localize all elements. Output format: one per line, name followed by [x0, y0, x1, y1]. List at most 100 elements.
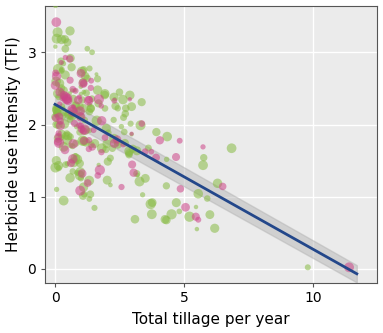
Point	[77, 114, 83, 119]
Point	[52, 70, 59, 76]
Point	[72, 153, 79, 158]
Point	[89, 144, 95, 150]
Point	[53, 79, 59, 84]
Point	[56, 114, 62, 119]
Point	[83, 90, 89, 96]
Point	[121, 115, 127, 120]
Point	[153, 130, 159, 135]
Point	[98, 150, 105, 155]
Point	[59, 104, 65, 109]
Point	[56, 95, 62, 100]
Point	[82, 128, 88, 133]
Point	[85, 180, 91, 186]
Point	[61, 61, 67, 66]
Point	[173, 200, 179, 205]
Point	[77, 108, 83, 114]
Point	[67, 112, 73, 118]
Point	[73, 141, 79, 146]
Point	[70, 156, 76, 162]
Point	[103, 126, 110, 131]
Point	[129, 131, 135, 137]
Point	[177, 186, 183, 191]
Point	[153, 155, 159, 160]
Point	[182, 204, 188, 210]
Point	[346, 265, 352, 270]
Point	[114, 137, 120, 142]
Point	[122, 140, 128, 146]
Point	[195, 217, 201, 222]
Point	[73, 103, 79, 109]
Point	[81, 191, 87, 197]
Point	[60, 112, 66, 117]
Point	[59, 96, 65, 101]
Point	[111, 96, 118, 102]
Point	[72, 88, 78, 93]
Point	[62, 72, 68, 78]
Point	[60, 106, 66, 111]
Point	[56, 166, 62, 171]
Point	[65, 98, 71, 104]
Point	[164, 157, 170, 162]
Point	[76, 123, 82, 128]
Point	[88, 85, 94, 91]
Point	[139, 100, 145, 105]
Point	[195, 191, 201, 196]
Point	[162, 217, 168, 222]
Point	[126, 152, 132, 158]
Point	[129, 132, 135, 137]
Point	[87, 109, 93, 115]
Point	[107, 182, 113, 188]
Point	[61, 121, 67, 127]
Point	[67, 175, 73, 180]
Point	[134, 171, 140, 176]
Point	[84, 46, 90, 51]
Point	[111, 117, 117, 123]
Point	[89, 50, 95, 55]
Point	[99, 146, 105, 151]
Point	[176, 209, 182, 214]
Point	[177, 138, 183, 144]
Point	[77, 188, 83, 193]
Point	[53, 115, 59, 121]
Point	[86, 97, 92, 102]
Point	[53, 104, 59, 109]
Point	[55, 139, 61, 144]
Point	[71, 121, 77, 126]
Point	[95, 173, 101, 178]
Point	[136, 179, 142, 184]
Point	[69, 88, 75, 93]
Point	[53, 108, 59, 113]
Point	[87, 66, 93, 71]
Point	[80, 81, 87, 86]
Point	[115, 106, 121, 111]
Point	[59, 90, 65, 96]
Point	[104, 141, 110, 147]
Point	[130, 146, 136, 152]
Point	[142, 149, 148, 154]
Point	[72, 109, 78, 114]
Point	[78, 71, 84, 76]
Point	[120, 97, 126, 102]
Point	[63, 133, 69, 139]
Point	[92, 205, 98, 210]
Point	[56, 163, 62, 168]
Point	[62, 46, 69, 52]
Point	[69, 113, 75, 119]
Point	[79, 171, 85, 176]
Point	[73, 103, 79, 108]
Point	[86, 146, 92, 152]
Point	[70, 141, 76, 147]
Point	[98, 103, 104, 109]
Point	[96, 97, 102, 102]
Point	[97, 167, 103, 173]
Point	[115, 142, 121, 147]
Point	[63, 94, 69, 100]
Point	[200, 144, 206, 150]
Point	[59, 68, 65, 74]
Point	[163, 217, 169, 223]
Point	[62, 162, 69, 167]
Point	[102, 91, 108, 96]
Point	[81, 138, 87, 144]
Point	[121, 129, 127, 135]
Point	[54, 110, 60, 115]
